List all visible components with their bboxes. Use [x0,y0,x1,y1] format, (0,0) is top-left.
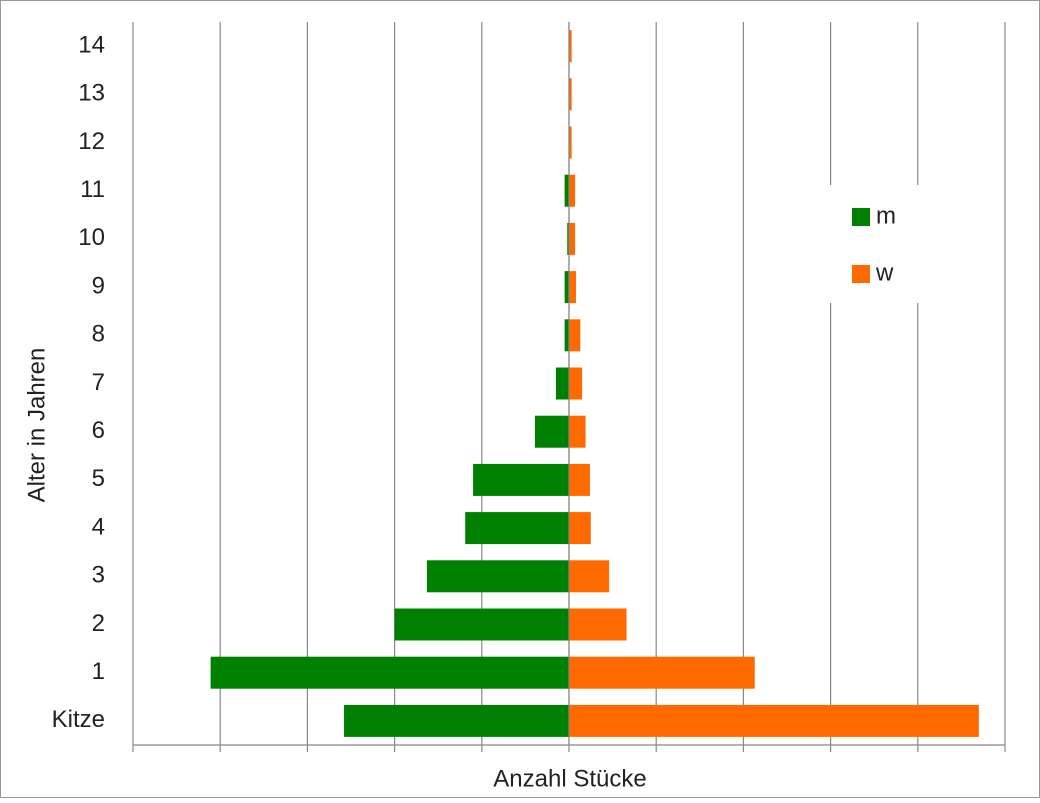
y-tick-label: 13 [78,80,105,107]
bar [569,271,576,304]
y-tick-label: 11 [80,176,105,203]
bar [569,319,581,352]
legend-label: w [875,259,894,286]
legend-box [830,185,922,303]
legend-label: m [876,202,896,229]
bar [569,30,572,63]
y-tick-label: 14 [78,31,105,58]
x-axis-title: Anzahl Stücke [493,765,646,792]
y-tick-label: Kitze [52,706,105,733]
bar [473,463,569,496]
y-tick-label: 12 [78,128,105,155]
bar [564,271,569,304]
bar [569,560,610,593]
y-tick-label: 4 [92,513,105,540]
bar [534,415,569,448]
y-tick-label: 5 [92,465,105,492]
y-tick-label: 2 [92,610,105,637]
bar [569,608,627,641]
bar [394,608,569,641]
bar [426,560,569,593]
y-tick-label: 10 [78,224,105,251]
bar [564,319,569,352]
bar [569,512,591,545]
y-tick-label: 8 [92,321,105,348]
bar [569,222,576,255]
bar [569,367,583,400]
bar [555,367,569,400]
y-tick-label: 3 [92,562,105,589]
bar [569,463,590,496]
bar [569,78,572,111]
bar [569,126,572,159]
y-tick-label: 9 [92,272,105,299]
bar [564,174,569,207]
y-axis-title: Alter in Jahren [23,348,50,503]
legend-swatch [852,208,870,226]
bar [569,174,576,207]
bar [569,415,586,448]
bar [344,704,569,737]
bar [210,656,569,689]
legend-swatch [852,265,870,283]
bar [569,656,755,689]
bar [569,704,979,737]
y-tick-label: 6 [92,417,105,444]
y-tick-label: 7 [92,369,105,396]
y-tick-label: 1 [92,658,105,685]
bar [567,222,569,255]
bar [465,512,569,545]
